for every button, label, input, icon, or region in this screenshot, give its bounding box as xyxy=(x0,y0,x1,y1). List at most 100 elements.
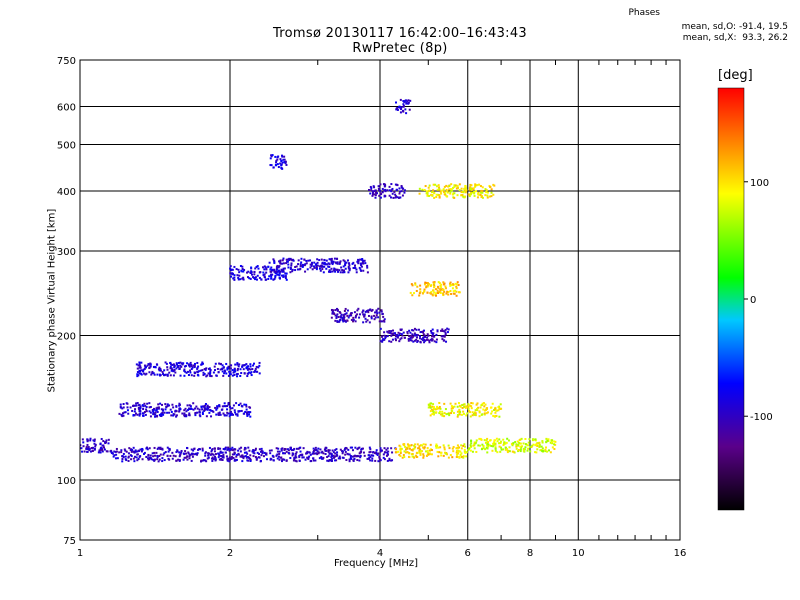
data-point xyxy=(341,269,344,272)
data-point xyxy=(357,262,360,265)
data-point xyxy=(249,454,252,457)
data-point xyxy=(121,415,124,418)
data-point xyxy=(455,449,458,452)
data-point xyxy=(292,453,295,456)
data-point xyxy=(358,313,361,316)
data-point xyxy=(85,446,88,449)
data-point xyxy=(224,370,227,373)
data-point xyxy=(207,372,210,375)
data-point xyxy=(239,402,242,405)
data-point xyxy=(279,158,282,161)
data-point xyxy=(264,278,267,281)
data-point xyxy=(137,374,140,377)
data-point xyxy=(426,336,429,339)
data-point xyxy=(335,453,338,456)
data-point xyxy=(353,455,356,458)
data-point xyxy=(484,188,487,191)
data-point xyxy=(169,367,172,370)
data-point xyxy=(277,155,280,158)
data-point xyxy=(239,264,242,267)
data-point xyxy=(102,446,105,449)
data-point xyxy=(323,265,326,268)
data-point xyxy=(464,445,467,448)
data-point xyxy=(401,334,404,337)
data-point xyxy=(254,369,257,372)
data-point xyxy=(168,449,171,452)
data-point xyxy=(455,447,458,450)
data-point xyxy=(142,405,145,408)
data-point xyxy=(388,189,391,192)
data-point xyxy=(278,452,281,455)
data-point xyxy=(194,411,197,414)
data-point xyxy=(515,447,518,450)
data-point xyxy=(298,454,301,457)
data-point xyxy=(280,164,283,167)
data-point xyxy=(92,446,95,449)
data-point xyxy=(473,411,476,414)
data-point xyxy=(206,374,209,377)
data-point xyxy=(447,412,450,415)
data-point xyxy=(262,455,265,458)
data-point xyxy=(333,313,336,316)
data-point xyxy=(325,263,328,266)
data-point xyxy=(150,458,153,461)
data-point xyxy=(365,310,368,313)
data-point xyxy=(244,446,247,449)
data-point xyxy=(289,258,292,261)
data-point xyxy=(430,290,433,293)
data-point xyxy=(483,412,486,415)
data-point xyxy=(156,373,159,376)
data-point xyxy=(315,266,318,269)
data-point xyxy=(345,312,348,315)
data-point xyxy=(132,457,135,460)
data-point xyxy=(359,454,362,457)
data-point xyxy=(440,286,443,289)
data-point xyxy=(410,448,413,451)
data-point xyxy=(221,405,224,408)
data-point xyxy=(190,448,193,451)
data-point xyxy=(255,365,258,368)
data-point xyxy=(219,413,222,416)
data-point xyxy=(362,260,365,263)
data-point xyxy=(245,363,248,366)
data-point xyxy=(440,335,443,338)
data-point xyxy=(463,405,466,408)
data-point xyxy=(435,445,438,448)
data-point xyxy=(228,372,231,375)
data-point xyxy=(275,164,278,167)
data-point xyxy=(526,449,529,452)
data-point xyxy=(473,190,476,193)
data-point xyxy=(373,318,376,321)
data-point xyxy=(384,335,387,338)
data-point xyxy=(438,410,441,413)
data-point xyxy=(478,437,481,440)
data-point xyxy=(427,186,430,189)
data-point xyxy=(181,363,184,366)
data-point xyxy=(312,451,315,454)
data-point xyxy=(189,369,192,372)
data-point xyxy=(141,412,144,415)
data-point xyxy=(127,452,130,455)
data-point xyxy=(331,449,334,452)
data-point xyxy=(482,408,485,411)
data-point xyxy=(384,188,387,191)
data-point xyxy=(546,450,549,453)
data-point xyxy=(334,459,337,462)
data-point xyxy=(142,368,145,371)
y-tick-label: 400 xyxy=(57,187,76,198)
data-point xyxy=(267,265,270,268)
data-point xyxy=(290,264,293,267)
data-point xyxy=(128,447,131,450)
data-point xyxy=(270,273,273,276)
data-point xyxy=(455,290,458,293)
data-point xyxy=(450,292,453,295)
data-point xyxy=(413,456,416,459)
data-point xyxy=(549,451,552,454)
data-point xyxy=(310,264,313,267)
data-point xyxy=(236,375,239,378)
data-point xyxy=(453,196,456,199)
data-point xyxy=(195,405,198,408)
data-point xyxy=(350,457,353,460)
data-point xyxy=(200,405,203,408)
data-point xyxy=(135,363,138,366)
